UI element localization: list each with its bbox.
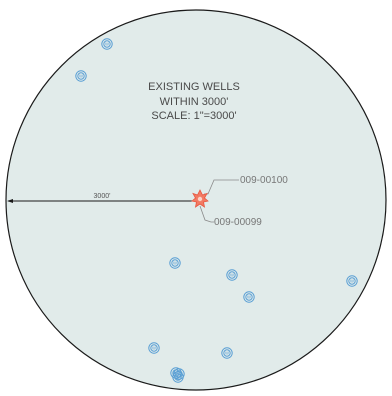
- existing-well-ring: [243, 291, 255, 303]
- existing-well-inner-ring: [77, 72, 85, 80]
- existing-well-ring: [101, 38, 113, 50]
- existing-well-icon: W: [75, 70, 87, 82]
- existing-well-glyph: W: [177, 372, 181, 377]
- map-title-line-2: WITHIN 3000': [160, 96, 229, 108]
- star-burst-center: [197, 196, 203, 202]
- existing-well-inner-ring: [103, 40, 111, 48]
- existing-well-inner-ring: [171, 259, 179, 267]
- existing-well-inner-ring: [223, 349, 231, 357]
- scale-bar-label: 3000': [94, 193, 111, 200]
- map-title-line-3: SCALE: 1"=3000': [151, 110, 236, 122]
- existing-well-ring: [75, 70, 87, 82]
- existing-well-ring: [173, 368, 185, 380]
- map-title-line-1: EXISTING WELLS: [148, 81, 240, 93]
- existing-well-icon: W: [173, 368, 185, 380]
- existing-well-ring: [221, 347, 233, 359]
- subject-well-symbol: [191, 189, 209, 208]
- existing-well-icon: W: [101, 38, 113, 50]
- existing-well-glyph: W: [105, 42, 109, 47]
- existing-well-glyph: W: [173, 261, 177, 266]
- well-label-009-00100: 009-00100: [240, 175, 288, 186]
- existing-well-icon: W: [148, 342, 160, 354]
- existing-well-glyph: W: [152, 346, 156, 351]
- existing-well-inner-ring: [175, 370, 183, 378]
- existing-well-ring: [148, 342, 160, 354]
- scale-bar-arrowhead: [7, 199, 13, 203]
- existing-well-glyph: W: [350, 279, 354, 284]
- existing-well-icon: W: [226, 269, 238, 281]
- existing-well-icon: W: [243, 291, 255, 303]
- existing-well-ring: [226, 269, 238, 281]
- well-label-009-00099: 009-00099: [214, 217, 262, 228]
- existing-well-icon: W: [221, 347, 233, 359]
- scale-bar: 3000': [7, 193, 194, 203]
- existing-well-glyph: W: [79, 74, 83, 79]
- existing-well-ring: [169, 257, 181, 269]
- existing-well-inner-ring: [348, 277, 356, 285]
- existing-well-icon: W: [346, 275, 358, 287]
- existing-well-inner-ring: [150, 344, 158, 352]
- existing-well-glyph: W: [225, 351, 229, 356]
- existing-well-icon: W: [169, 257, 181, 269]
- existing-well-ring: [346, 275, 358, 287]
- existing-well-inner-ring: [228, 271, 236, 279]
- existing-well-glyph: W: [247, 295, 251, 300]
- existing-well-inner-ring: [245, 293, 253, 301]
- existing-well-glyph: W: [230, 273, 234, 278]
- leader-line-009-00099: [199, 205, 214, 223]
